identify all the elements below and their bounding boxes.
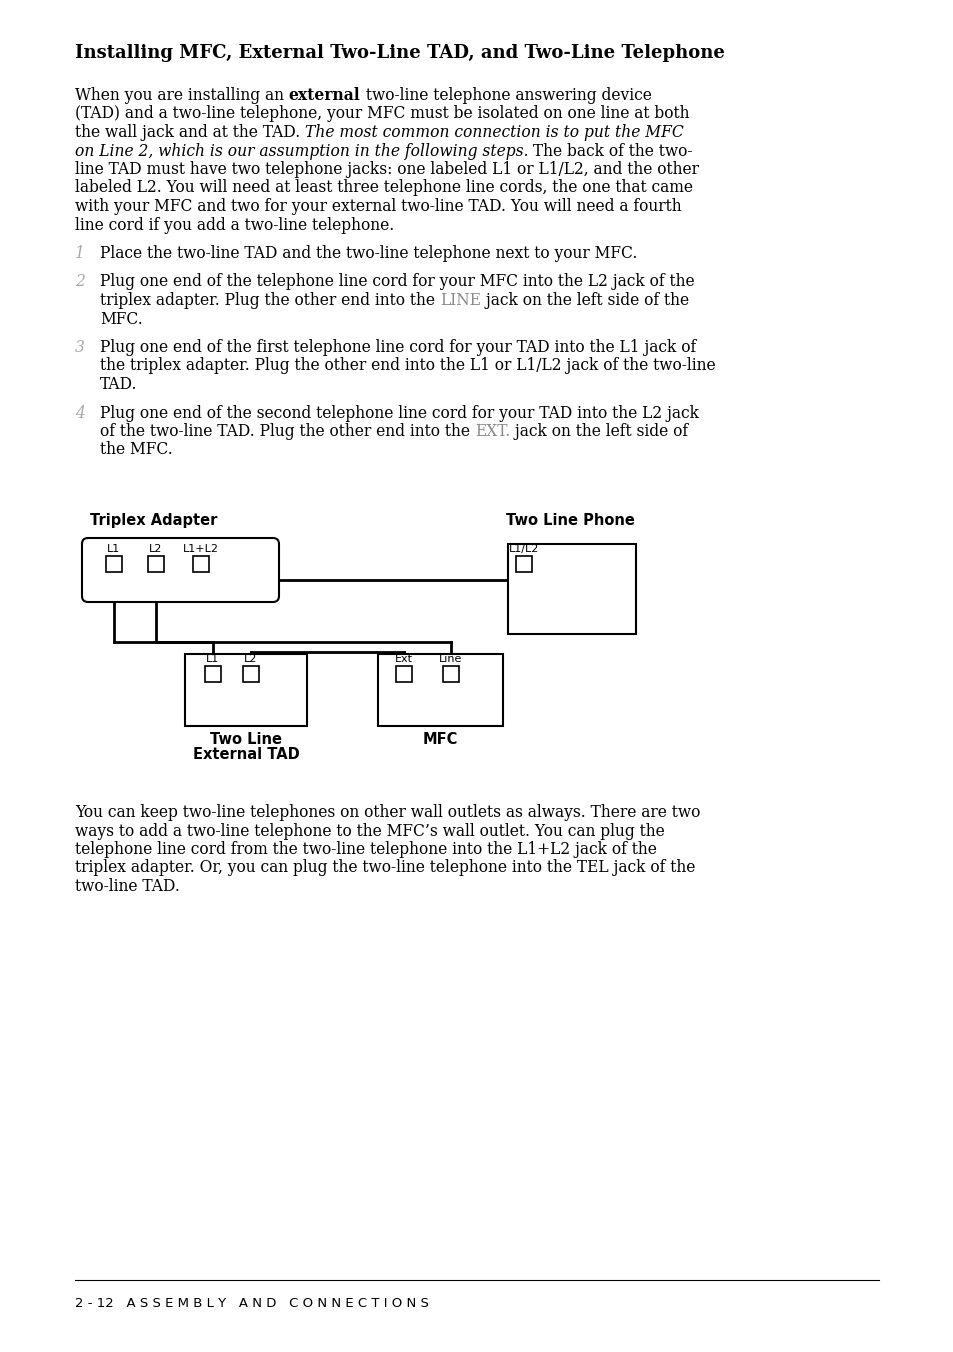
Text: jack on the left side of the: jack on the left side of the [480,292,688,310]
Bar [106,556,122,572]
Text: Ext: Ext [395,654,413,664]
Text: Line: Line [438,654,462,664]
FancyBboxPatch shape [82,538,278,602]
Text: Plug one end of the first telephone line cord for your TAD into the L1 jack of: Plug one end of the first telephone line… [100,339,696,356]
Text: two-line telephone answering device: two-line telephone answering device [360,87,651,104]
Text: two-line TAD.: two-line TAD. [75,877,180,895]
Text: Triplex Adapter: Triplex Adapter [90,512,217,529]
Text: jack on the left side of: jack on the left side of [510,423,687,439]
Text: When you are installing an: When you are installing an [75,87,289,104]
Bar [193,556,209,572]
Text: L1: L1 [206,654,219,664]
Text: line cord if you add a two-line telephone.: line cord if you add a two-line telephon… [75,216,394,234]
Text: 2 - 12   A S S E M B L Y   A N D   C O N N E C T I O N S: 2 - 12 A S S E M B L Y A N D C O N N E C… [75,1297,429,1310]
Text: Plug one end of the telephone line cord for your MFC into the L2 jack of the: Plug one end of the telephone line cord … [100,273,694,291]
Text: the triplex adapter. Plug the other end into the L1 or L1/L2 jack of the two-lin: the triplex adapter. Plug the other end … [100,357,715,375]
Text: labeled L2. You will need at least three telephone line cords, the one that came: labeled L2. You will need at least three… [75,180,692,196]
Text: Two Line: Two Line [210,731,282,748]
Text: triplex adapter. Or, you can plug the two-line telephone into the TEL jack of th: triplex adapter. Or, you can plug the tw… [75,860,695,876]
Text: ways to add a two-line telephone to the MFC’s wall outlet. You can plug the: ways to add a two-line telephone to the … [75,822,664,840]
Text: with your MFC and two for your external two-line TAD. You will need a fourth: with your MFC and two for your external … [75,197,680,215]
Text: external: external [289,87,360,104]
Bar [243,667,258,681]
Text: L1: L1 [108,544,120,554]
Text: line TAD must have two telephone jacks: one labeled L1 or L1/L2, and the other: line TAD must have two telephone jacks: … [75,161,699,178]
Text: EXT.: EXT. [475,423,510,439]
Text: Installing MFC, External Two-Line TAD, and Two-Line Telephone: Installing MFC, External Two-Line TAD, a… [75,45,724,62]
Text: L2: L2 [150,544,163,554]
Text: TAD.: TAD. [100,376,137,393]
Text: External TAD: External TAD [193,748,299,763]
Bar [395,667,412,681]
Text: Plug one end of the second telephone line cord for your TAD into the L2 jack: Plug one end of the second telephone lin… [100,404,699,422]
Text: 3: 3 [75,339,85,356]
Text: triplex adapter. Plug the other end into the: triplex adapter. Plug the other end into… [100,292,439,310]
Text: 1: 1 [75,245,85,262]
Text: (TAD) and a two-line telephone, your MFC must be isolated on one line at both: (TAD) and a two-line telephone, your MFC… [75,105,689,123]
Bar [185,654,307,726]
Bar [516,556,532,572]
Text: on Line 2, which is our assumption in the following steps.: on Line 2, which is our assumption in th… [75,142,528,160]
Text: You can keep two-line telephones on other wall outlets as always. There are two: You can keep two-line telephones on othe… [75,804,700,821]
Bar [442,667,458,681]
Text: MFC: MFC [422,731,457,748]
Text: telephone line cord from the two-line telephone into the L1+L2 jack of the: telephone line cord from the two-line te… [75,841,657,859]
Bar [507,544,636,634]
Text: Two Line Phone: Two Line Phone [505,512,634,529]
Text: L2: L2 [244,654,257,664]
Text: L1+L2: L1+L2 [183,544,219,554]
Text: Place the two-line TAD and the two-line telephone next to your MFC.: Place the two-line TAD and the two-line … [100,245,637,262]
Bar [377,654,502,726]
Text: The back of the two-: The back of the two- [528,142,692,160]
Bar [205,667,221,681]
Text: the MFC.: the MFC. [100,442,172,458]
Text: 2: 2 [75,273,85,291]
Text: 4: 4 [75,404,85,422]
Text: MFC.: MFC. [100,311,143,327]
Text: the wall jack and at the TAD.: the wall jack and at the TAD. [75,124,305,141]
Text: of the two-line TAD. Plug the other end into the: of the two-line TAD. Plug the other end … [100,423,475,439]
Text: L1/L2: L1/L2 [508,544,538,554]
Text: LINE: LINE [439,292,480,310]
Bar [148,556,164,572]
Text: The most common connection is to put the MFC: The most common connection is to put the… [305,124,683,141]
